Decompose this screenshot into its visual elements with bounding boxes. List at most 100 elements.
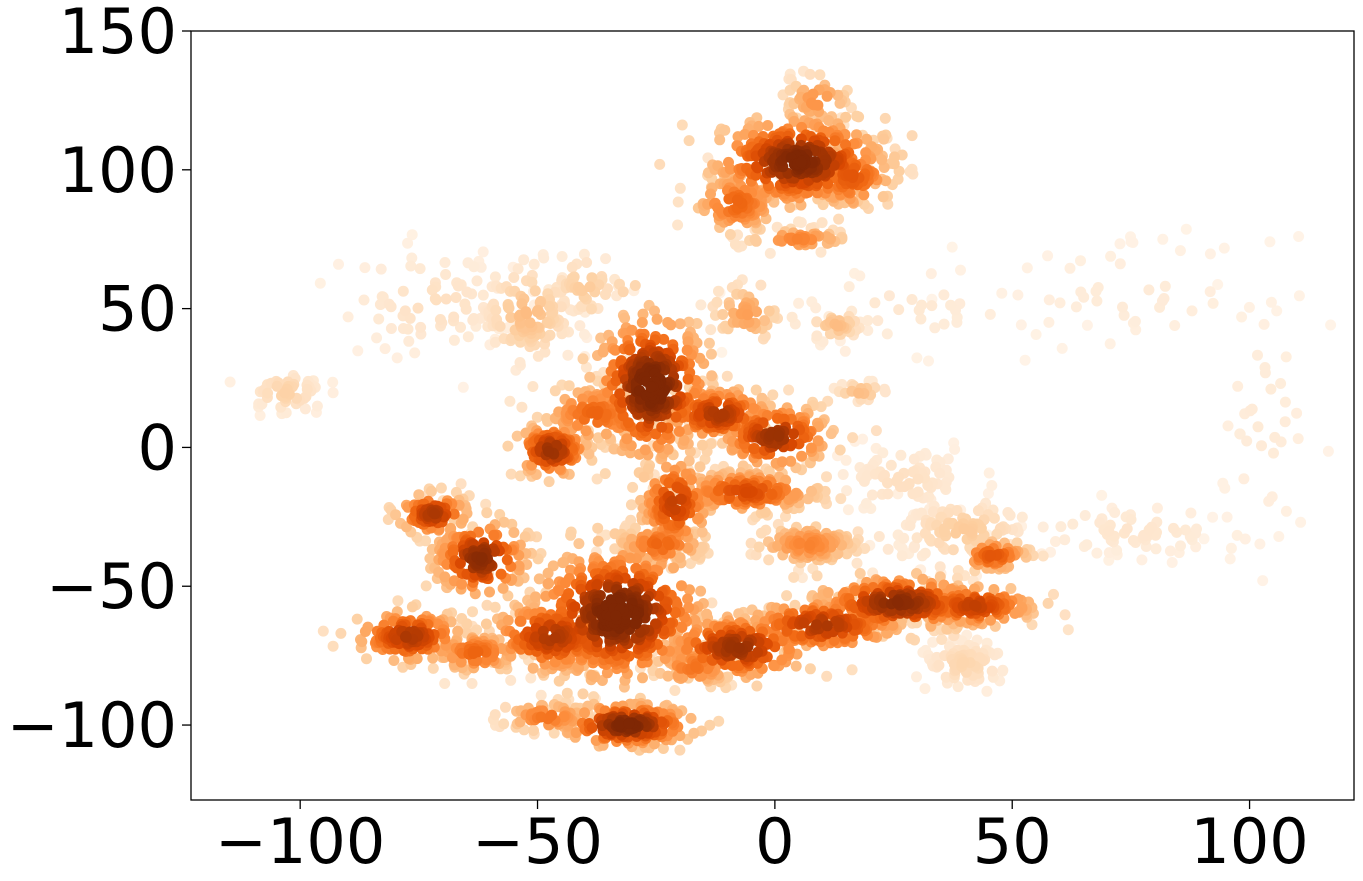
scatter-point — [683, 135, 695, 147]
scatter-point — [839, 345, 851, 357]
scatter-point — [706, 370, 718, 382]
scatter-point — [385, 323, 397, 334]
scatter-point — [642, 463, 654, 475]
scatter-point — [489, 336, 501, 348]
scatter-point — [690, 661, 702, 673]
scatter-point — [847, 432, 859, 444]
scatter-point — [512, 263, 524, 275]
scatter-point — [450, 292, 462, 303]
scatter-point — [1096, 489, 1108, 501]
y-tick-label: 50 — [98, 273, 177, 346]
scatter-point — [694, 352, 706, 364]
scatter-point — [601, 667, 613, 679]
scatter-point — [505, 468, 517, 480]
scatter-point — [917, 573, 929, 585]
scatter-point — [933, 537, 945, 549]
scatter-point — [373, 313, 385, 325]
scatter-point — [786, 311, 798, 323]
scatter-point — [749, 233, 761, 245]
scatter-point — [682, 542, 694, 554]
scatter-point — [783, 384, 795, 396]
scatter-point — [424, 553, 436, 564]
scatter-point — [541, 317, 553, 329]
scatter-point — [1079, 510, 1091, 521]
scatter-point — [1175, 540, 1186, 552]
scatter-point — [933, 659, 945, 671]
scatter-point — [392, 595, 404, 607]
scatter-point — [915, 313, 927, 325]
scatter-point — [674, 182, 686, 194]
scatter-point — [682, 593, 694, 605]
scatter-point — [793, 216, 804, 228]
scatter-point — [1090, 285, 1102, 297]
scatter-point — [670, 411, 682, 423]
scatter-point — [503, 302, 515, 314]
scatter-point — [696, 439, 708, 451]
scatter-point — [1048, 588, 1059, 600]
scatter-point — [415, 321, 427, 333]
scatter-point — [731, 194, 743, 206]
scatter-point — [1164, 545, 1176, 557]
scatter-point — [1005, 583, 1017, 594]
scatter-point — [773, 430, 785, 442]
scatter-point — [756, 392, 768, 404]
scatter-point — [705, 438, 717, 450]
scatter-point — [624, 552, 636, 564]
scatter-point — [669, 606, 681, 618]
scatter-point — [1011, 537, 1023, 549]
scatter-point — [788, 490, 800, 502]
scatter-point — [498, 516, 510, 528]
scatter-point — [804, 68, 816, 80]
scatter-point — [1059, 609, 1071, 621]
scatter-point — [1241, 435, 1253, 447]
scatter-point — [600, 289, 611, 300]
scatter-point — [694, 409, 706, 421]
scatter-point — [811, 330, 823, 342]
scatter-point — [724, 229, 736, 240]
scatter-point — [342, 311, 354, 323]
scatter-point — [843, 281, 855, 293]
scatter-point — [706, 597, 718, 609]
scatter-point — [906, 130, 918, 142]
scatter-point — [585, 303, 597, 315]
scatter-point — [749, 443, 761, 454]
scatter-point — [519, 531, 531, 543]
scatter-point — [1109, 507, 1121, 518]
scatter-point — [409, 347, 421, 359]
scatter-point — [391, 352, 403, 364]
scatter-point — [665, 319, 677, 331]
scatter-point — [1273, 531, 1285, 542]
scatter-point — [461, 618, 473, 630]
scatter-point — [1166, 557, 1178, 568]
scatter-point — [958, 656, 970, 668]
scatter-point — [940, 671, 952, 683]
scatter-point — [1067, 518, 1079, 530]
scatter-point — [739, 128, 751, 140]
scatter-point — [477, 246, 489, 258]
scatter-point — [459, 298, 471, 310]
scatter-point — [972, 505, 984, 517]
scatter-point — [351, 613, 363, 625]
scatter-point — [1224, 553, 1236, 565]
scatter-point — [716, 346, 728, 358]
scatter-point — [600, 428, 612, 440]
scatter-point — [1259, 367, 1271, 379]
scatter-point — [927, 506, 939, 518]
plot-area-frame — [190, 30, 1355, 801]
scatter-point — [895, 449, 907, 461]
scatter-point — [1264, 236, 1276, 248]
scatter-point — [981, 685, 993, 697]
scatter-point — [878, 133, 890, 145]
scatter-point — [869, 297, 881, 309]
scatter-point — [625, 499, 637, 511]
scatter-point — [1143, 284, 1155, 296]
scatter-point — [1212, 279, 1224, 290]
scatter-point — [448, 334, 460, 346]
scatter-point — [513, 560, 525, 572]
scatter-point — [969, 583, 980, 595]
scatter-point — [1104, 338, 1116, 350]
scatter-point — [515, 615, 527, 627]
scatter-point — [694, 461, 706, 473]
scatter-point — [447, 546, 459, 558]
